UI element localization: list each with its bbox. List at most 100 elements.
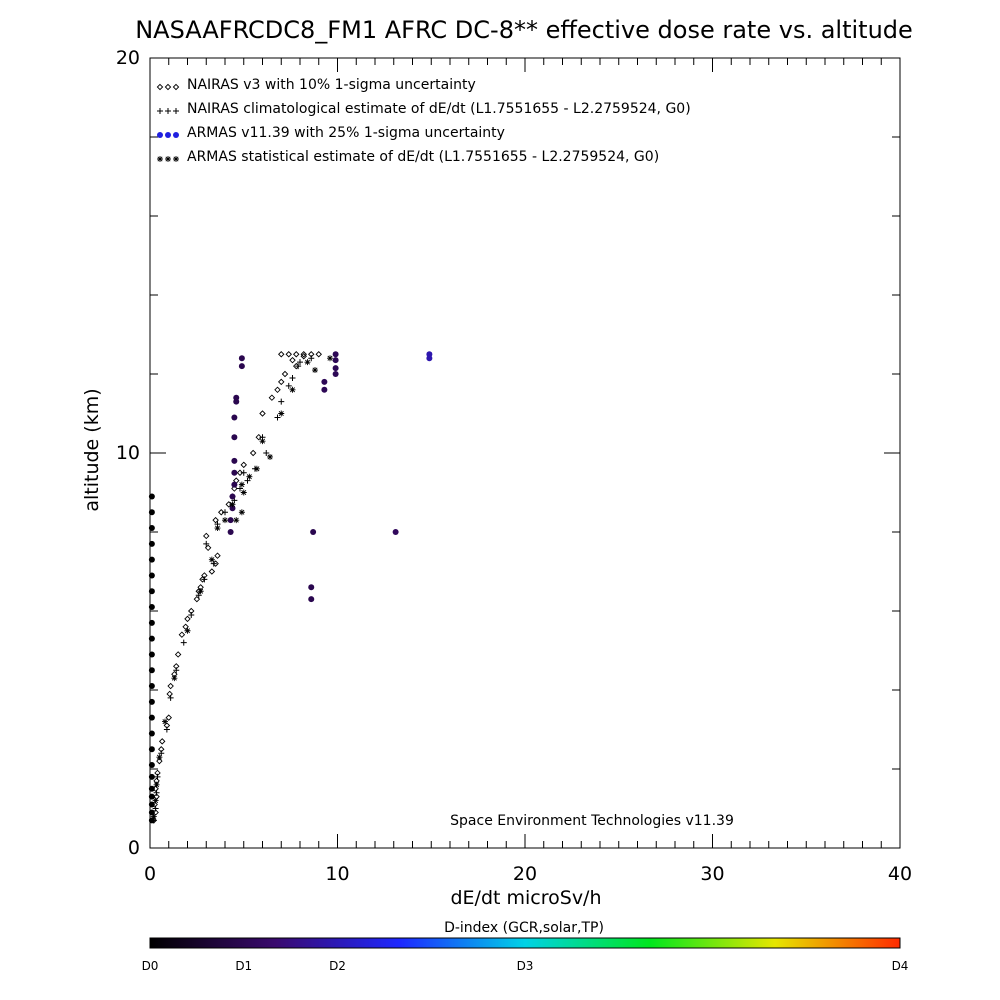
data-point bbox=[167, 682, 174, 690]
data-point bbox=[255, 433, 262, 441]
data-point bbox=[233, 517, 240, 524]
data-point bbox=[285, 382, 292, 389]
data-point bbox=[308, 596, 315, 603]
data-point bbox=[148, 698, 155, 705]
data-point bbox=[225, 501, 232, 508]
data-point bbox=[204, 544, 212, 552]
data-point bbox=[148, 762, 155, 769]
series-3 bbox=[148, 351, 433, 824]
data-point bbox=[229, 505, 236, 512]
data-point bbox=[315, 351, 322, 358]
data-point bbox=[308, 355, 315, 362]
y-tick-label: 0 bbox=[128, 837, 140, 859]
data-point bbox=[327, 355, 333, 362]
series-4 bbox=[150, 355, 333, 820]
legend-label: NAIRAS v3 with 10% 1-sigma uncertainty bbox=[187, 77, 476, 93]
data-point bbox=[304, 359, 311, 366]
legend-marker bbox=[173, 156, 179, 162]
data-point bbox=[321, 386, 328, 393]
data-point bbox=[208, 556, 215, 563]
y-tick-label: 20 bbox=[116, 47, 140, 69]
data-point bbox=[203, 540, 210, 547]
data-point bbox=[174, 651, 182, 658]
data-point bbox=[222, 517, 228, 524]
data-point bbox=[148, 730, 155, 737]
data-point bbox=[148, 556, 155, 563]
x-tick-label: 40 bbox=[888, 863, 912, 885]
data-point bbox=[267, 453, 273, 460]
data-point bbox=[274, 414, 281, 421]
data-point bbox=[231, 414, 238, 421]
data-point bbox=[278, 351, 285, 358]
legend-marker bbox=[157, 108, 163, 114]
data-point bbox=[148, 714, 155, 721]
data-point bbox=[148, 572, 155, 579]
data-point bbox=[148, 493, 155, 500]
data-point bbox=[231, 457, 238, 464]
colorbar bbox=[149, 937, 901, 949]
y-axis-label: altitude (km) bbox=[81, 388, 103, 511]
legend-entry: ARMAS statistical estimate of dE/dt (L1.… bbox=[157, 149, 659, 165]
axis-tick-labels: 0 10 20 30 40 0 10 20 bbox=[116, 47, 912, 885]
colorbar-label: D1 bbox=[235, 959, 252, 973]
data-point bbox=[158, 738, 166, 745]
data-point bbox=[203, 532, 210, 540]
data-point bbox=[310, 529, 317, 535]
data-point bbox=[332, 365, 339, 372]
data-point bbox=[165, 714, 172, 721]
data-point bbox=[238, 509, 245, 516]
data-point bbox=[214, 525, 221, 532]
data-point bbox=[148, 785, 155, 792]
legend-marker bbox=[173, 108, 179, 114]
data-point bbox=[153, 789, 160, 796]
data-point bbox=[153, 781, 160, 788]
data-point bbox=[148, 604, 155, 611]
data-point bbox=[293, 351, 300, 358]
data-point bbox=[289, 374, 296, 381]
data-point bbox=[233, 394, 240, 401]
colorbar-labels: D0 D1 D2 D3 D4 bbox=[142, 959, 909, 973]
data-point bbox=[285, 351, 292, 358]
credit-text: Space Environment Technologies v11.39 bbox=[450, 813, 734, 829]
data-point bbox=[231, 485, 238, 492]
data-point bbox=[148, 683, 155, 690]
data-point bbox=[278, 378, 285, 386]
data-point bbox=[289, 356, 296, 364]
data-point bbox=[156, 754, 163, 761]
series-1 bbox=[150, 351, 322, 824]
axis-ticks bbox=[149, 57, 901, 849]
legend-marker bbox=[157, 156, 163, 162]
data-point bbox=[148, 588, 155, 595]
legend-label: NAIRAS climatological estimate of dE/dt … bbox=[187, 101, 691, 117]
data-point bbox=[197, 588, 204, 595]
data-point bbox=[240, 461, 247, 469]
x-axis-label: dE/dt microSv/h bbox=[450, 887, 601, 909]
data-point bbox=[229, 501, 236, 508]
data-point bbox=[148, 801, 155, 808]
data-point bbox=[312, 367, 318, 374]
data-point bbox=[321, 378, 328, 385]
data-point bbox=[184, 615, 191, 623]
y-tick-label: 10 bbox=[116, 442, 140, 464]
colorbar-label: D4 bbox=[892, 959, 909, 973]
data-point bbox=[263, 450, 270, 456]
data-point bbox=[295, 363, 302, 370]
legend-marker bbox=[165, 132, 171, 138]
legend-marker bbox=[156, 83, 164, 91]
data-point bbox=[236, 469, 244, 476]
plot-frame bbox=[149, 57, 901, 849]
data-point bbox=[156, 757, 163, 765]
data-point bbox=[332, 351, 339, 358]
data-point bbox=[227, 517, 234, 524]
data-point bbox=[148, 635, 155, 642]
data-point bbox=[148, 619, 155, 626]
data-point bbox=[259, 438, 266, 445]
data-point bbox=[148, 773, 155, 780]
data-point bbox=[152, 805, 159, 812]
colorbar-label: D3 bbox=[517, 959, 534, 973]
legend-marker bbox=[157, 132, 163, 138]
data-point bbox=[268, 394, 276, 401]
data-point bbox=[222, 509, 228, 516]
data-point bbox=[162, 718, 168, 725]
